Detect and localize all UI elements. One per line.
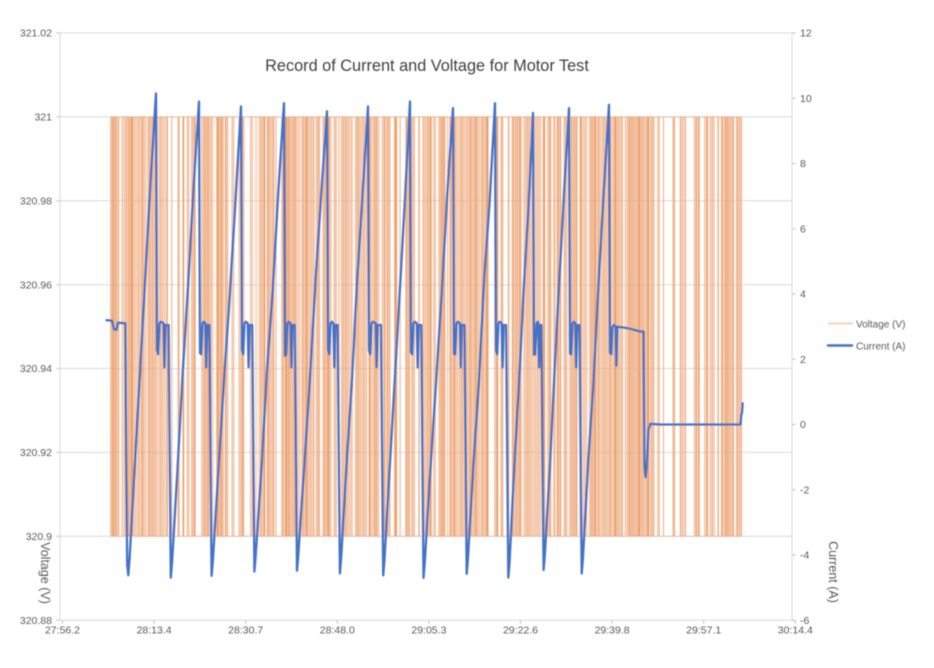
svg-text:321.02: 321.02 [20,28,52,40]
svg-text:Current (A): Current (A) [826,541,840,603]
svg-text:Record of Current and Voltage: Record of Current and Voltage for Motor … [265,57,589,75]
svg-text:2: 2 [800,354,806,366]
svg-text:320.88: 320.88 [20,615,52,627]
svg-text:8: 8 [800,158,806,170]
svg-text:-2: -2 [800,484,809,496]
svg-text:320.92: 320.92 [20,447,52,459]
svg-text:Voltage (V): Voltage (V) [38,542,52,604]
svg-text:Current (A): Current (A) [856,341,905,352]
svg-text:0: 0 [800,419,806,431]
svg-text:320.94: 320.94 [20,363,52,375]
svg-text:320.96: 320.96 [20,279,52,291]
svg-text:28:30.7: 28:30.7 [228,625,263,637]
svg-text:10: 10 [800,93,812,105]
svg-text:321: 321 [34,112,52,124]
svg-text:27:56.2: 27:56.2 [45,625,80,637]
svg-text:29:57.1: 29:57.1 [686,625,721,637]
svg-text:28:13.4: 28:13.4 [137,625,172,637]
svg-text:320.9: 320.9 [26,531,52,543]
svg-text:-4: -4 [800,550,809,562]
svg-text:6: 6 [800,223,806,235]
svg-text:30:14.4: 30:14.4 [778,625,813,637]
svg-text:29:22.6: 29:22.6 [503,625,538,637]
svg-text:29:39.8: 29:39.8 [595,625,630,637]
svg-text:4: 4 [800,289,806,301]
svg-text:Voltage (V): Voltage (V) [856,319,905,330]
svg-text:28:48.0: 28:48.0 [320,625,355,637]
svg-text:320.98: 320.98 [20,196,52,208]
svg-text:12: 12 [800,28,812,40]
svg-text:-6: -6 [800,615,809,627]
svg-text:29:05.3: 29:05.3 [411,625,446,637]
